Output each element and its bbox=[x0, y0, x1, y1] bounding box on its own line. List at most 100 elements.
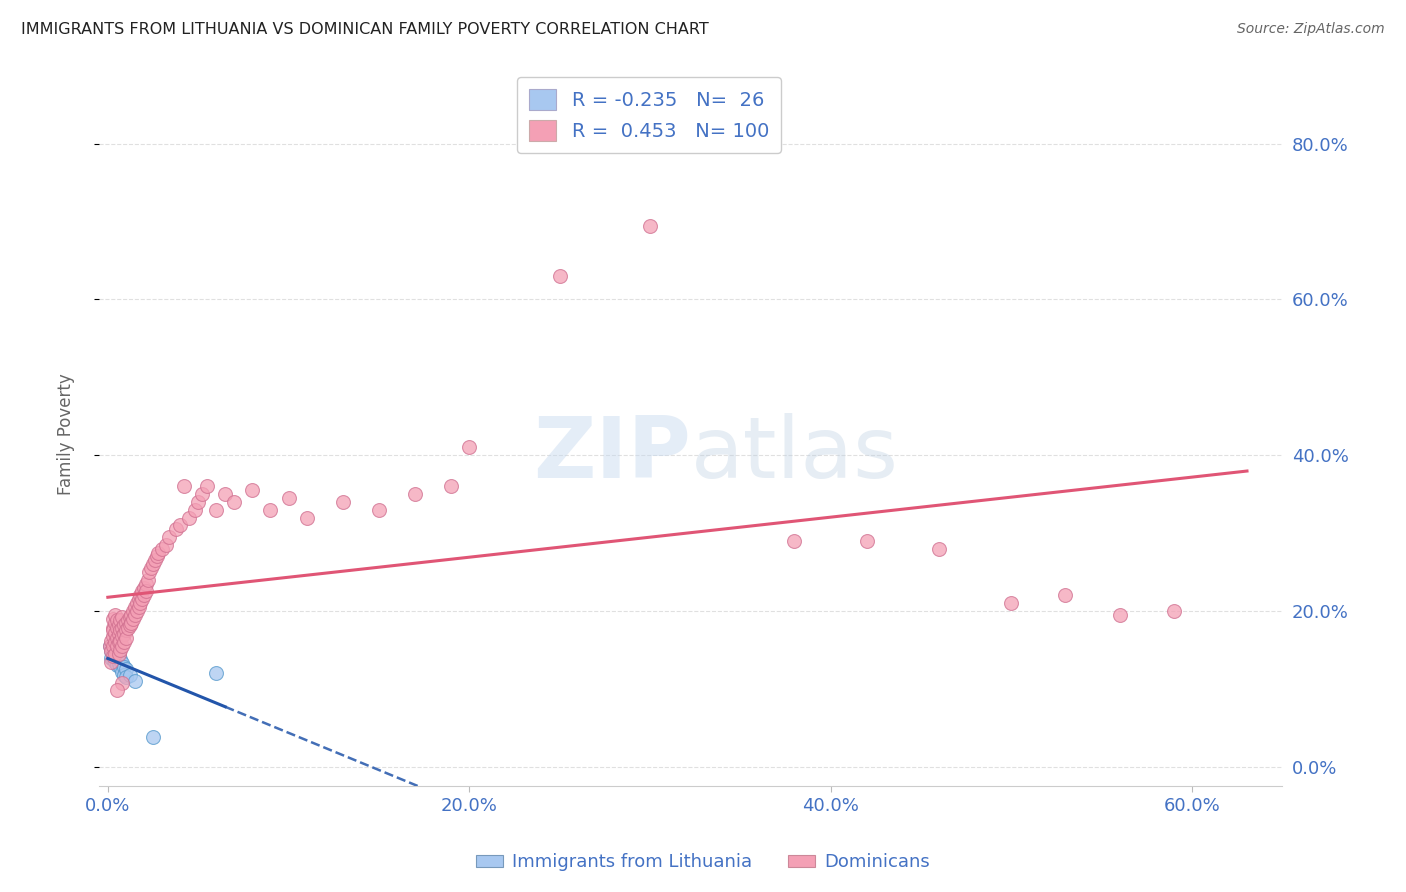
Text: atlas: atlas bbox=[690, 413, 898, 497]
Point bbox=[240, 483, 263, 498]
Point bbox=[120, 607, 142, 622]
Point bbox=[112, 627, 135, 641]
Legend: R = -0.235   N=  26, R =  0.453   N= 100: R = -0.235 N= 26, R = 0.453 N= 100 bbox=[517, 77, 780, 153]
Point bbox=[440, 479, 463, 493]
Point bbox=[332, 495, 354, 509]
Point bbox=[111, 621, 134, 635]
Point bbox=[169, 518, 191, 533]
Point bbox=[112, 618, 135, 632]
Point bbox=[110, 624, 132, 638]
Point bbox=[150, 541, 173, 556]
Point bbox=[125, 596, 148, 610]
Point bbox=[132, 581, 155, 595]
Point bbox=[783, 533, 806, 548]
Point bbox=[205, 502, 228, 516]
Point bbox=[115, 615, 138, 630]
Point bbox=[103, 639, 125, 653]
Legend: Immigrants from Lithuania, Dominicans: Immigrants from Lithuania, Dominicans bbox=[468, 847, 938, 879]
Point bbox=[100, 633, 122, 648]
Point bbox=[638, 219, 661, 233]
Point bbox=[118, 667, 141, 681]
Point bbox=[105, 613, 128, 627]
Point bbox=[295, 510, 318, 524]
Point bbox=[277, 491, 299, 505]
Point bbox=[103, 621, 125, 635]
Point bbox=[104, 647, 127, 661]
Point bbox=[458, 441, 481, 455]
Point bbox=[136, 573, 159, 587]
Point bbox=[115, 631, 138, 645]
Point bbox=[183, 502, 205, 516]
Point bbox=[112, 635, 135, 649]
Point bbox=[110, 643, 132, 657]
Point bbox=[145, 549, 167, 564]
Point bbox=[128, 600, 150, 615]
Point bbox=[105, 658, 128, 673]
Point bbox=[122, 612, 145, 626]
Point bbox=[124, 673, 146, 688]
Point bbox=[100, 650, 122, 665]
Point bbox=[155, 538, 177, 552]
Point bbox=[107, 635, 129, 649]
Point bbox=[107, 647, 129, 661]
Point bbox=[111, 629, 134, 643]
Point bbox=[115, 662, 138, 676]
Point bbox=[105, 650, 128, 665]
Point bbox=[104, 655, 127, 669]
Point bbox=[259, 502, 281, 516]
Point bbox=[118, 610, 141, 624]
Point bbox=[118, 618, 141, 632]
Point bbox=[142, 730, 165, 744]
Point bbox=[179, 510, 201, 524]
Point bbox=[214, 487, 236, 501]
Point bbox=[143, 553, 166, 567]
Point bbox=[195, 479, 218, 493]
Point bbox=[124, 600, 146, 615]
Point bbox=[928, 541, 950, 556]
Point bbox=[111, 610, 134, 624]
Point bbox=[103, 652, 125, 666]
Point bbox=[100, 644, 122, 658]
Point bbox=[131, 592, 153, 607]
Point bbox=[125, 604, 148, 618]
Point bbox=[1000, 596, 1022, 610]
Text: Source: ZipAtlas.com: Source: ZipAtlas.com bbox=[1237, 22, 1385, 37]
Point bbox=[148, 545, 170, 559]
Point bbox=[112, 660, 135, 674]
Point bbox=[105, 621, 128, 635]
Point bbox=[103, 647, 125, 661]
Point bbox=[548, 269, 571, 284]
Point bbox=[129, 596, 152, 610]
Point bbox=[105, 683, 128, 698]
Point bbox=[104, 648, 127, 663]
Point bbox=[129, 588, 152, 602]
Point bbox=[187, 495, 209, 509]
Point bbox=[157, 530, 180, 544]
Point bbox=[105, 631, 128, 645]
Point bbox=[100, 644, 122, 658]
Point bbox=[104, 635, 127, 649]
Point bbox=[107, 627, 129, 641]
Point bbox=[117, 621, 139, 635]
Point bbox=[132, 588, 155, 602]
Point bbox=[98, 639, 121, 653]
Point bbox=[135, 584, 157, 599]
Text: ZIP: ZIP bbox=[533, 413, 690, 497]
Y-axis label: Family Poverty: Family Poverty bbox=[58, 373, 75, 495]
Point bbox=[120, 615, 142, 630]
Point bbox=[1163, 604, 1185, 618]
Point bbox=[1108, 607, 1130, 622]
Point bbox=[103, 629, 125, 643]
Point bbox=[110, 660, 132, 674]
Point bbox=[1054, 588, 1077, 602]
Point bbox=[107, 618, 129, 632]
Point bbox=[104, 625, 127, 640]
Text: IMMIGRANTS FROM LITHUANIA VS DOMINICAN FAMILY POVERTY CORRELATION CHART: IMMIGRANTS FROM LITHUANIA VS DOMINICAN F… bbox=[21, 22, 709, 37]
Point bbox=[141, 561, 163, 575]
Point bbox=[103, 641, 125, 656]
Point bbox=[115, 624, 138, 638]
Point bbox=[111, 675, 134, 690]
Point bbox=[105, 639, 128, 653]
Point bbox=[855, 533, 877, 548]
Point bbox=[111, 665, 134, 679]
